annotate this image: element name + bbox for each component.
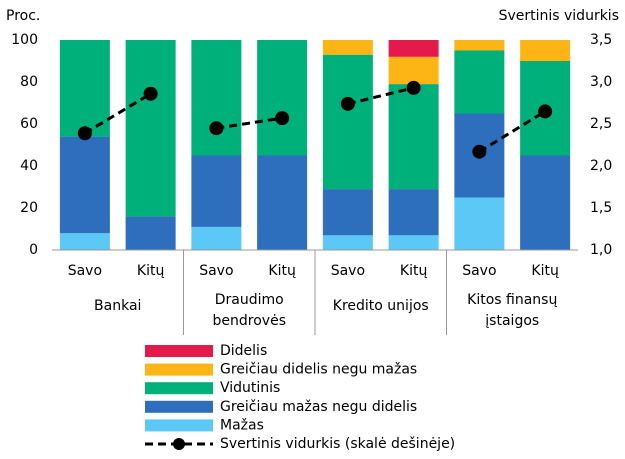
x-tick-label: Kitų [137,263,165,279]
legend-swatch [145,400,213,413]
legend-swatch [145,382,213,395]
line-marker [472,144,487,159]
y-tick-label: 20 [20,200,38,216]
bar-segment [257,155,308,250]
group-label: Bankai [94,298,141,314]
line-marker [275,111,290,126]
y2-tick-label: 2,5 [590,116,612,132]
x-tick-label: Savo [331,263,365,279]
bar-segment [520,40,571,61]
bar-segment [388,235,439,250]
x-tick-label: Kitų [268,263,296,279]
y-tick-label: 100 [11,32,38,48]
line-marker [538,104,553,119]
legend-label: Greičiau mažas negu didelis [220,399,417,415]
bar-segment [125,216,176,250]
line-series [216,116,283,130]
bar-segment [59,136,110,234]
line-marker [209,121,224,136]
bar-segment [454,197,505,250]
bar-segment [125,40,176,217]
legend-label: Svertinis vidurkis (skalė dešinėje) [220,436,455,452]
bar-segment [388,189,439,236]
y2-tick-label: 2,0 [590,158,612,174]
group-label: Kredito unijos [333,298,429,314]
y2-axis-title: Svertinis vidurkis [499,8,619,24]
legend-label: Mažas [220,417,264,433]
y2-tick-label: 1,0 [590,242,612,258]
x-tick-label: Savo [462,263,496,279]
bar-segment [322,235,373,250]
y2-tick-label: 3,0 [590,74,612,90]
line-series [347,86,414,106]
bar-segment [322,40,373,55]
x-tick-label: Savo [199,263,233,279]
y2-tick-label: 1,5 [590,200,612,216]
bar-segment [388,84,439,190]
legend-label: Vidutinis [220,380,280,396]
legend-label: Didelis [220,343,267,359]
group-label: Kitos finansų [467,292,557,308]
bar-segment [191,155,242,227]
x-tick-label: Savo [68,263,102,279]
bar-segment [454,50,505,114]
legend-marker [173,438,185,450]
y-tick-label: 60 [20,116,38,132]
legend-swatch [145,419,213,432]
x-tick-label: Kitų [531,263,559,279]
bar-segment [322,189,373,236]
y-axis-title: Proc. [6,8,40,24]
bar-segment [59,40,110,137]
x-tick-label: Kitų [400,263,428,279]
y-tick-label: 0 [29,242,38,258]
y-tick-label: 80 [20,74,38,90]
line-marker [143,86,158,101]
group-label: įstaigos [485,313,539,329]
legend-swatch [145,345,213,357]
group-label: Draudimo [215,292,284,308]
bar-segment [388,56,439,85]
bar-segment [257,40,308,156]
legend-label: Greičiau didelis negu mažas [220,362,417,378]
line-marker [406,80,421,95]
line-marker [77,126,92,141]
y2-tick-label: 3,5 [590,32,612,48]
legend-swatch [145,363,213,376]
bar-segment [191,226,242,250]
bar-segment [191,40,242,156]
y-tick-label: 40 [20,158,38,174]
bar-segment [322,54,373,190]
bar-segment [454,40,505,51]
group-label: bendrovės [213,313,286,329]
line-marker [340,96,355,111]
bar-segment [59,233,110,250]
bar-segment [388,40,439,57]
bar-segment [520,155,571,250]
